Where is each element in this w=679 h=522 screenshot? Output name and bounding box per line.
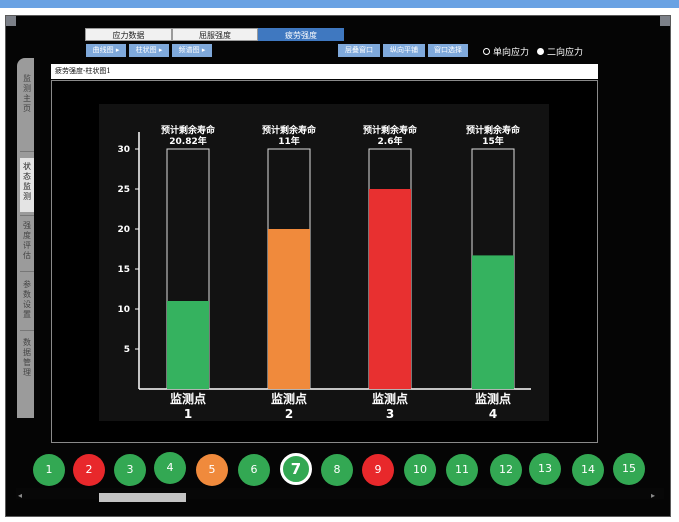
bar [167, 301, 209, 389]
remaining-life-label: 预计剩余寿命 [363, 124, 418, 136]
monitor-point-button[interactable]: 8 [321, 454, 353, 486]
y-tick-label: 10 [117, 305, 130, 315]
y-tick-label: 5 [124, 345, 130, 355]
window-select-button[interactable]: 窗口选择 [428, 44, 468, 57]
monitor-point-button[interactable]: 3 [114, 454, 146, 486]
tab-stress-data[interactable]: 应力数据 [85, 28, 172, 41]
y-tick-label: 20 [117, 225, 130, 235]
monitor-point-button[interactable]: 12 [490, 454, 522, 486]
monitor-point-button[interactable]: 4 [154, 452, 186, 484]
window-corner-left [6, 16, 16, 26]
monitor-point-button[interactable]: 9 [362, 454, 394, 486]
window-corner-right [660, 16, 670, 26]
cascade-windows-button[interactable]: 层叠窗口 [338, 44, 380, 57]
bar-chart-button[interactable]: 柱状图 ▸ [129, 44, 169, 57]
monitor-point-button[interactable]: 13 [529, 453, 561, 485]
monitor-point-button[interactable]: 5 [196, 454, 228, 486]
scroll-left-arrow-icon[interactable]: ◂ [18, 491, 23, 500]
category-number: 1 [184, 407, 192, 421]
category-number: 3 [386, 407, 394, 421]
y-tick-label: 30 [117, 145, 130, 155]
monitor-point-button[interactable]: 1 [33, 454, 65, 486]
main-window: 应力数据 屈服强度 疲劳强度 曲线图 ▸ 柱状图 ▸ 频谱图 ▸ 层叠窗口 纵向… [5, 15, 671, 517]
category-label: 监测点 [475, 391, 511, 406]
monitor-point-button[interactable]: 2 [73, 454, 105, 486]
y-tick-label: 25 [117, 185, 130, 195]
nav-divider [20, 215, 34, 216]
tab-fatigue-strength[interactable]: 疲劳强度 [258, 28, 344, 41]
radio-uniaxial[interactable]: 单向应力 [483, 44, 529, 58]
tab-yield-strength[interactable]: 屈服强度 [172, 28, 258, 41]
category-number: 4 [489, 407, 497, 421]
bar [472, 255, 514, 389]
category-number: 2 [285, 407, 293, 421]
monitor-point-button[interactable]: 6 [238, 454, 270, 486]
tile-vertical-button[interactable]: 纵向平铺 [383, 44, 425, 57]
remaining-life-value: 11年 [278, 135, 300, 147]
chart-area: 5 10 15 20 25 30 预计剩余寿命 20.82年 监测点 1 预计剩余寿命 11年 监测点 2… [99, 104, 549, 421]
spectrum-chart-button[interactable]: 频谱图 ▸ [172, 44, 212, 57]
nav-monitor-home[interactable]: 监测主页 [23, 74, 31, 113]
scroll-right-arrow-icon[interactable]: ▸ [651, 491, 656, 500]
remaining-life-label: 预计剩余寿命 [262, 124, 317, 136]
nav-divider [20, 151, 34, 152]
nav-data-management[interactable]: 数据管理 [23, 338, 31, 377]
bar [268, 229, 310, 389]
radio-uniaxial-label: 单向应力 [493, 47, 530, 58]
radio-biaxial[interactable]: 二向应力 [537, 44, 583, 58]
y-tick-label: 15 [117, 265, 130, 275]
remaining-life-value: 15年 [482, 135, 504, 147]
side-nav: 监测主页 状态监测 强度评估 参数设置 数据管理 [17, 58, 34, 418]
nav-strength-eval[interactable]: 强度评估 [23, 221, 31, 260]
radio-biaxial-label: 二向应力 [547, 47, 584, 58]
bar-chart: 51015202530预计剩余寿命20.82年监测点1预计剩余寿命11年监测点2… [117, 124, 531, 421]
nav-divider [20, 271, 34, 272]
panel-title: 疲劳强度-柱状图1 [51, 64, 598, 79]
category-label: 监测点 [372, 391, 408, 406]
remaining-life-value: 2.6年 [378, 135, 403, 147]
nav-status-monitor[interactable]: 状态监测 [20, 158, 34, 212]
nav-divider [20, 330, 34, 331]
remaining-life-label: 预计剩余寿命 [161, 124, 216, 136]
scrollbar-thumb[interactable] [99, 493, 186, 502]
top-accent-bar [0, 0, 679, 8]
radio-filled-icon [537, 47, 544, 55]
horizontal-scrollbar[interactable] [16, 488, 664, 499]
monitor-point-button[interactable]: 10 [404, 454, 436, 486]
bar [369, 189, 411, 389]
radio-empty-icon [483, 47, 490, 55]
monitor-point-button[interactable]: 7 [280, 453, 312, 485]
nav-param-settings[interactable]: 参数设置 [23, 280, 31, 319]
category-label: 监测点 [271, 391, 307, 406]
monitor-point-button[interactable]: 11 [446, 454, 478, 486]
curve-chart-button[interactable]: 曲线图 ▸ [86, 44, 126, 57]
remaining-life-label: 预计剩余寿命 [466, 124, 521, 136]
remaining-life-value: 20.82年 [169, 135, 206, 147]
monitor-point-button[interactable]: 14 [572, 454, 604, 486]
category-label: 监测点 [170, 391, 206, 406]
monitor-point-button[interactable]: 15 [613, 453, 645, 485]
